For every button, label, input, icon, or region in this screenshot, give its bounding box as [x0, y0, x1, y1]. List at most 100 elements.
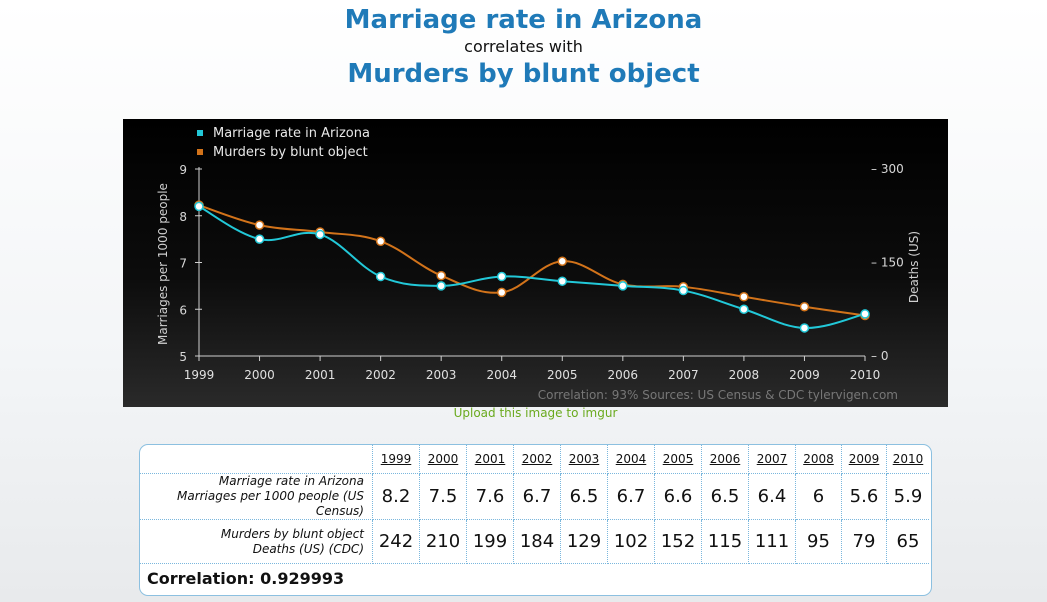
year-header: 2008	[795, 445, 842, 474]
series-point	[496, 271, 507, 282]
table-cell: 6.7	[513, 473, 561, 520]
x-tick-label: 2000	[244, 368, 275, 382]
series-point	[375, 271, 386, 282]
row-sublabel: Deaths (US) (CDC)	[252, 541, 364, 556]
table-cell: 6.4	[748, 473, 796, 520]
year-header: 1999	[372, 445, 420, 474]
table-cell: 102	[607, 519, 655, 564]
x-tick-label: 2005	[547, 368, 578, 382]
series-point	[799, 323, 810, 333]
legend-swatch	[197, 130, 203, 136]
year-header: 2003	[560, 445, 608, 474]
title-block: Marriage rate in Arizona correlates with…	[0, 4, 1047, 90]
x-tick-label: 2010	[850, 368, 881, 382]
table-cell: 115	[701, 519, 749, 564]
table-cell: 242	[372, 519, 420, 564]
x-tick-label: 1999	[184, 368, 215, 382]
series-point	[254, 234, 265, 244]
year-header: 2009	[841, 445, 887, 474]
table-cell: 8.2	[372, 473, 420, 520]
x-tick-label: 2002	[365, 368, 396, 382]
table-row: Murders by blunt object Deaths (US) (CDC…	[140, 519, 929, 564]
y-tick-left-label: 6	[179, 303, 187, 317]
y-tick-right-label: – 150	[871, 256, 904, 270]
series-point	[315, 229, 325, 240]
title-variable-2: Murders by blunt object	[347, 59, 700, 89]
series-point	[375, 236, 386, 247]
upload-imgur-link[interactable]: Upload this image to imgur	[453, 406, 618, 420]
row-sublabel: Marriages per 1000 people (US Census)	[176, 489, 364, 518]
data-table: 1999 2000 2001 2002 2003 2004 2005 2006 2007 2008…	[140, 445, 929, 564]
x-tick-label: 2004	[486, 368, 517, 382]
table-cell: 210	[419, 519, 467, 564]
series-point	[557, 256, 568, 267]
chart-footer: Correlation: 93% Sources: US Census & CD…	[538, 388, 898, 402]
table-cell: 6.5	[701, 473, 749, 520]
year-header: 2010	[886, 445, 929, 474]
y-axis-right-title: Deaths (US)	[907, 231, 921, 303]
y-tick-left-label: 5	[179, 350, 187, 364]
table-cell: 7.5	[419, 473, 467, 520]
row-label-cell: Marriage rate in Arizona Marriages per 1…	[140, 473, 373, 520]
series-point	[860, 309, 870, 319]
table-cell: 65	[886, 519, 929, 564]
y-tick-right-label: – 300	[871, 162, 904, 176]
series-point	[496, 287, 507, 298]
series-point	[618, 281, 628, 291]
series-point	[678, 285, 689, 296]
correlation-value: Correlation: 0.929993	[147, 569, 345, 588]
x-tick-label: 2008	[729, 368, 760, 382]
legend-entry: Marriage rate in Arizona	[213, 126, 370, 141]
year-header: 2005	[654, 445, 702, 474]
year-header: 2002	[513, 445, 561, 474]
x-tick-label: 2009	[789, 368, 820, 382]
series-point	[799, 302, 810, 312]
table-cell: 111	[748, 519, 796, 564]
table-corner-cell	[140, 445, 373, 474]
table-cell: 7.6	[466, 473, 514, 520]
x-tick-label: 2003	[426, 368, 457, 382]
year-header: 2007	[748, 445, 796, 474]
series-line	[198, 205, 866, 329]
data-table-box: 1999 2000 2001 2002 2003 2004 2005 2006 2007 2008…	[139, 444, 932, 596]
series-point	[436, 270, 446, 281]
row-label-cell: Murders by blunt object Deaths (US) (CDC…	[140, 519, 373, 564]
table-cell: 5.9	[886, 473, 929, 520]
y-tick-left-label: 7	[179, 257, 187, 271]
year-header: 2001	[466, 445, 514, 474]
table-row: Marriage rate in Arizona Marriages per 1…	[140, 473, 929, 520]
table-cell: 5.6	[841, 473, 887, 520]
year-header: 2004	[607, 445, 655, 474]
table-header-row: 1999 2000 2001 2002 2003 2004 2005 2006 2007 2008…	[140, 445, 929, 474]
series-point	[254, 220, 265, 230]
series-point	[557, 276, 568, 286]
table-cell: 152	[654, 519, 702, 564]
year-header: 2000	[419, 445, 467, 474]
legend-entry: Murders by blunt object	[213, 145, 368, 160]
y-tick-right-label: – 0	[871, 349, 888, 363]
table-cell: 6.5	[560, 473, 608, 520]
x-tick-label: 2001	[305, 368, 336, 382]
x-tick-label: 2007	[668, 368, 699, 382]
table-cell: 6	[795, 473, 842, 520]
table-cell: 199	[466, 519, 514, 564]
title-connector: correlates with	[464, 37, 583, 56]
y-tick-left-label: 8	[179, 210, 187, 224]
x-tick-label: 2006	[608, 368, 639, 382]
year-header: 2006	[701, 445, 749, 474]
y-axis-left-title: Marriages per 1000 people	[156, 183, 170, 345]
row-label: Murders by blunt object	[220, 526, 364, 541]
chart-panel: 5 6 7 8 9 – 0 – 150 – 300 1999 2000 2001 2002 2003 20…	[123, 119, 948, 407]
line-chart: 5 6 7 8 9 – 0 – 150 – 300 1999 2000 2001 2002 2003 20…	[156, 126, 921, 402]
table-cell: 129	[560, 519, 608, 564]
table-cell: 6.6	[654, 473, 702, 520]
title-variable-1: Marriage rate in Arizona	[344, 5, 703, 35]
y-tick-left-label: 9	[179, 163, 187, 177]
table-cell: 6.7	[607, 473, 655, 520]
series-point	[739, 292, 749, 302]
table-cell: 79	[841, 519, 887, 564]
table-cell: 184	[513, 519, 561, 564]
series-point	[194, 201, 204, 212]
series-line	[198, 204, 866, 317]
series-point	[436, 281, 446, 291]
